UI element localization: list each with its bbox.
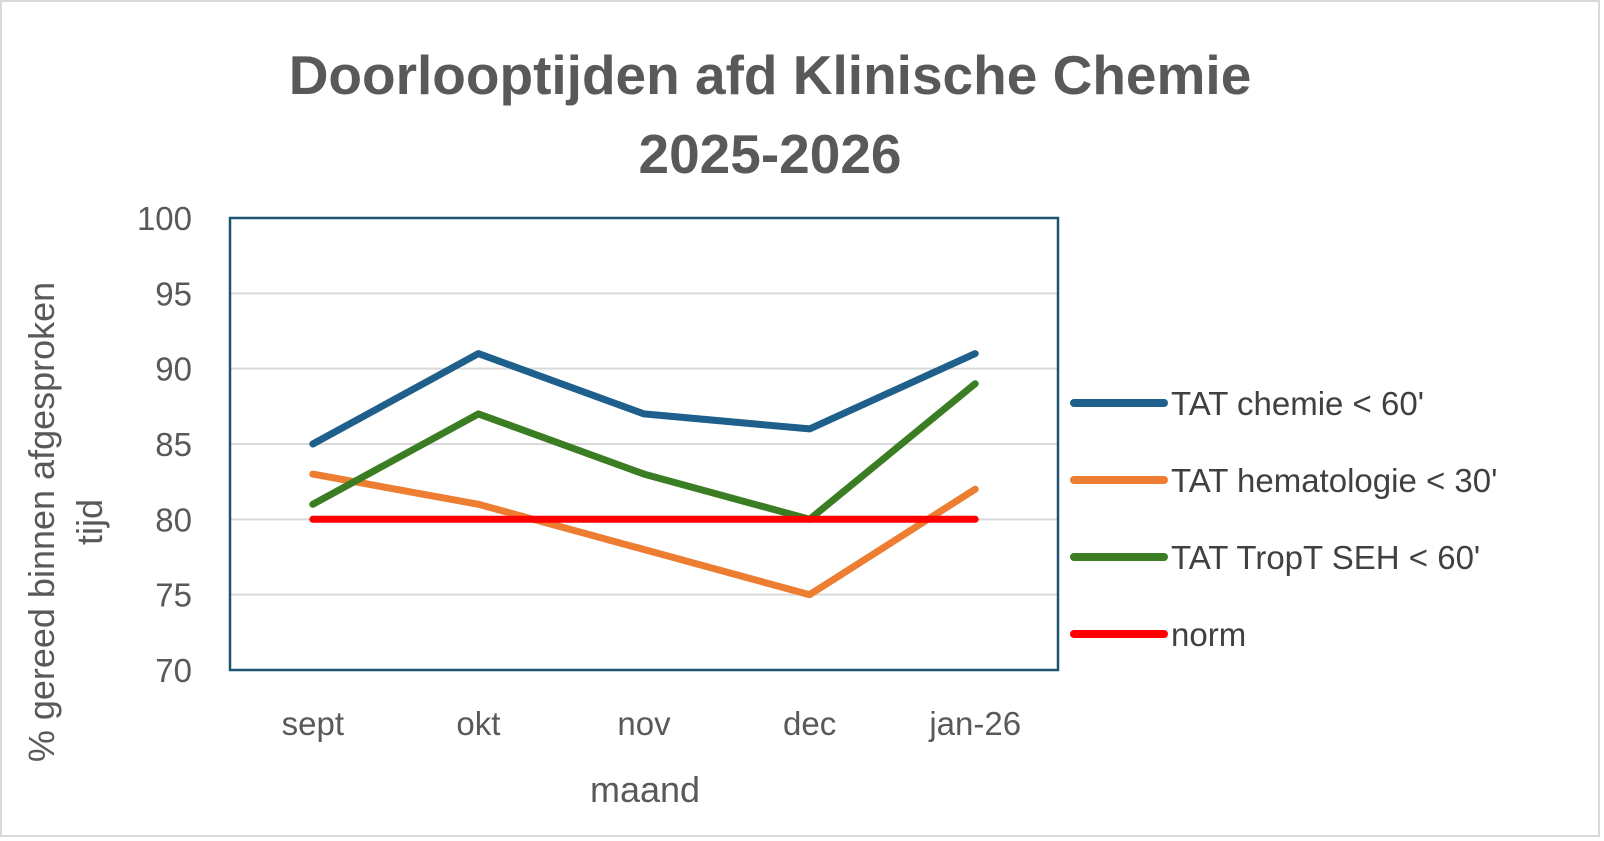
y-tick-label: 90 [155, 351, 192, 388]
x-axis-ticks: sept okt nov dec jan-26 [282, 705, 1021, 742]
y-tick-label: 75 [155, 577, 192, 614]
x-tick-label: dec [783, 705, 836, 742]
legend-item: TAT chemie < 60' [1070, 385, 1424, 422]
x-tick-label: nov [617, 705, 671, 742]
x-tick-label: sept [282, 705, 344, 742]
y-tick-label: 80 [155, 501, 192, 538]
y-tick-label: 85 [155, 426, 192, 463]
series-line-0 [309, 350, 979, 448]
y-axis-title: % gereed binnen afgesproken tijd [21, 282, 110, 762]
y-axis-ticks: 70 75 80 85 90 95 100 [137, 200, 192, 689]
y-tick-label: 95 [155, 275, 192, 312]
chart-subtitle: 2025-2026 [638, 123, 901, 185]
legend-label: norm [1171, 616, 1246, 653]
legend-item: norm [1070, 616, 1246, 653]
y-axis-title-line2: tijd [69, 499, 110, 545]
series-lines [309, 350, 979, 599]
series-line-1 [309, 470, 979, 599]
legend-item: TAT TropT SEH < 60' [1070, 539, 1480, 576]
plot-area [228, 216, 1060, 672]
chart-title: Doorlooptijden afd Klinische Chemie [289, 44, 1252, 106]
y-tick-label: 70 [155, 652, 192, 689]
x-tick-label: okt [456, 705, 500, 742]
x-axis-title: maand [590, 769, 700, 810]
legend: TAT chemie < 60' TAT hematologie < 30' TAT… [1070, 385, 1497, 653]
x-tick-label: jan-26 [928, 705, 1021, 742]
y-axis-title-line1: % gereed binnen afgesproken [21, 282, 62, 762]
legend-item: TAT hematologie < 30' [1070, 462, 1497, 499]
legend-label: TAT chemie < 60' [1171, 385, 1424, 422]
legend-label: TAT hematologie < 30' [1171, 462, 1497, 499]
series-line-2 [309, 380, 979, 523]
legend-label: TAT TropT SEH < 60' [1171, 539, 1480, 576]
y-tick-label: 100 [137, 200, 192, 237]
